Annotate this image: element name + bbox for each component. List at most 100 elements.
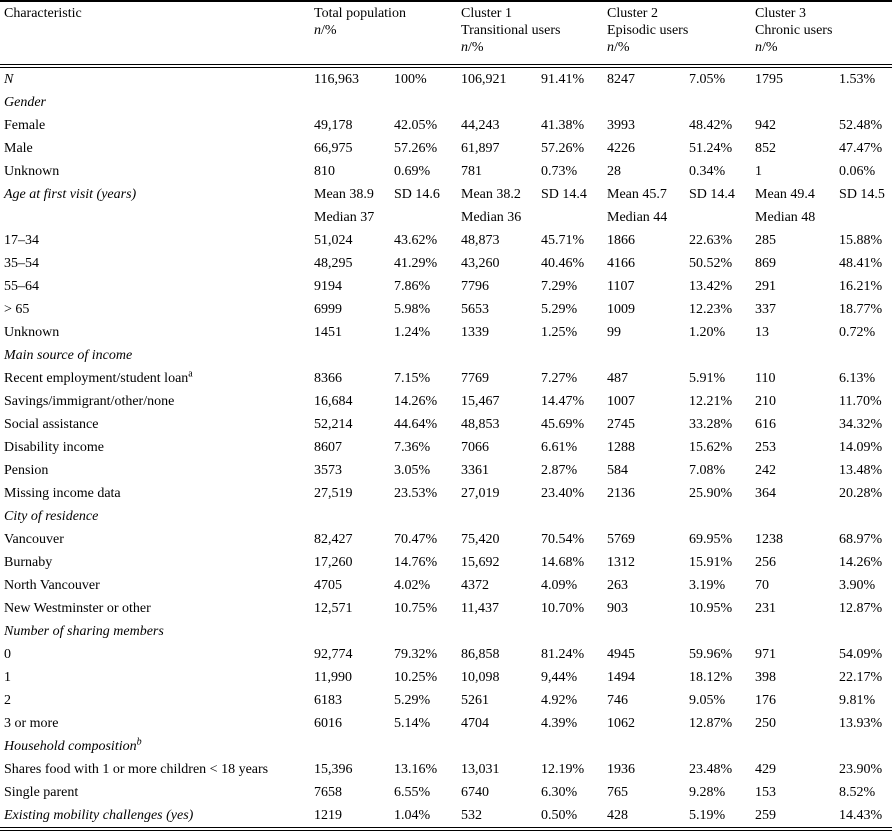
table-cell: 1.20% <box>689 325 726 340</box>
table-cell: 27,519 <box>314 486 353 501</box>
header-row: Characteristic Total population n/% Clus… <box>0 0 892 68</box>
row-label: North Vancouver <box>0 574 314 597</box>
row-label-text: Unknown <box>4 325 60 340</box>
table-row: Median 37 Median 36 Median 44 Median 48 <box>0 206 892 229</box>
table-cell: 41.38% <box>541 118 585 133</box>
table-cell: 17,260 <box>314 555 353 570</box>
row-label-text: Vancouver <box>4 532 64 547</box>
table-cell: SD 14.4 <box>689 187 735 202</box>
row-label-text: Female <box>4 118 46 133</box>
table-cell: 11,437 <box>461 601 499 616</box>
table-cell: 70.54% <box>541 532 585 547</box>
column-header-cluster2: Cluster 2 Episodic users n/% <box>607 0 756 68</box>
table-cell: 75,420 <box>461 532 500 547</box>
table-cell: 942 <box>755 118 777 133</box>
row-label-text: Age at first visit (years) <box>4 187 137 202</box>
table-cell: 23.48% <box>689 762 733 777</box>
group-subtitle: Transitional users <box>461 23 561 38</box>
table-cell: 0.72% <box>839 325 876 340</box>
row-label: > 65 <box>0 298 314 321</box>
table-cell: 1.04% <box>394 808 431 823</box>
table-cell <box>607 735 689 758</box>
table-cell: 86,858 <box>461 647 500 662</box>
table-cell: 781 <box>461 164 483 179</box>
table-cell: 153 <box>755 785 777 800</box>
table-row: N 116,963 100% 106,921 91.41% 8247 7.05%… <box>0 66 892 91</box>
table-cell <box>314 620 394 643</box>
table-row: 55–64 9194 7.86% 7796 7.29% 1107 13.42% … <box>0 275 892 298</box>
row-label-text: New Westminster or other <box>4 601 151 616</box>
table-cell: 12.87% <box>839 601 883 616</box>
group-title: Cluster 1 <box>461 6 512 21</box>
row-label <box>0 206 314 229</box>
table-cell: Mean 38.2 <box>461 187 521 202</box>
table-cell: 971 <box>755 647 777 662</box>
table-row: Unknown 1451 1.24% 1339 1.25% 99 1.20% 1… <box>0 321 892 344</box>
table-cell: 13.42% <box>689 279 733 294</box>
table-cell: 48,873 <box>461 233 500 248</box>
table-cell: 5261 <box>461 693 490 708</box>
table-cell <box>541 620 607 643</box>
table-cell: Mean 38.9 <box>314 187 374 202</box>
table-cell: 1.25% <box>541 325 578 340</box>
table-row: Main source of income <box>0 344 892 367</box>
table-cell: 110 <box>755 371 776 386</box>
table-cell: 1238 <box>755 532 784 547</box>
row-label-text: Main source of income <box>4 348 133 363</box>
group-unit: n/% <box>314 22 461 39</box>
table-cell: 10.95% <box>689 601 733 616</box>
row-label-text: > 65 <box>4 302 30 317</box>
group-unit: n/% <box>755 39 892 56</box>
row-label: Disability income <box>0 436 314 459</box>
table-cell: 7.29% <box>541 279 578 294</box>
table-cell: 12.21% <box>689 394 733 409</box>
table-cell: 398 <box>755 670 777 685</box>
table-row: New Westminster or other 12,571 10.75% 1… <box>0 597 892 620</box>
table-cell: 1494 <box>607 670 636 685</box>
table-cell: 5.98% <box>394 302 431 317</box>
table-cell: 52,214 <box>314 417 353 432</box>
table-cell: 14.09% <box>839 440 883 455</box>
table-cell: 3.19% <box>689 578 726 593</box>
table-cell: 0.34% <box>689 164 726 179</box>
table-cell: 7.86% <box>394 279 431 294</box>
table-cell: 20.28% <box>839 486 883 501</box>
footnote-marker: a <box>188 368 193 380</box>
table-cell: 70 <box>755 578 770 593</box>
table-cell: 81.24% <box>541 647 585 662</box>
table-cell <box>755 505 839 528</box>
table-cell: 1009 <box>607 302 636 317</box>
table-cell <box>689 620 755 643</box>
row-label-text: Number of sharing members <box>4 624 164 639</box>
table-cell: 25.90% <box>689 486 733 501</box>
table-cell: 57.26% <box>541 141 585 156</box>
table-cell: 18.12% <box>689 670 733 685</box>
table-cell: 6.13% <box>839 371 876 386</box>
row-label: 55–64 <box>0 275 314 298</box>
column-header-cluster1: Cluster 1 Transitional users n/% <box>461 0 608 68</box>
table-cell: 13,031 <box>461 762 500 777</box>
row-label: 17–34 <box>0 229 314 252</box>
row-label: Existing mobility challenges (yes) <box>0 804 314 829</box>
table-cell: 9.28% <box>689 785 726 800</box>
table-cell <box>394 620 461 643</box>
table-cell <box>394 735 461 758</box>
table-row: Age at first visit (years) Mean 38.9 SD … <box>0 183 892 206</box>
table-cell: 6740 <box>461 785 490 800</box>
row-label-text: Household composition <box>4 739 137 754</box>
table-cell <box>839 620 892 643</box>
row-label-text: North Vancouver <box>4 578 100 593</box>
table-cell: 285 <box>755 233 777 248</box>
table-cell: 15,396 <box>314 762 353 777</box>
table-cell: 14.76% <box>394 555 438 570</box>
table-cell: 51,024 <box>314 233 353 248</box>
row-label: Single parent <box>0 781 314 804</box>
table-cell <box>461 735 541 758</box>
table-cell: 1866 <box>607 233 636 248</box>
table-cell: Median 37 <box>314 210 375 225</box>
table-cell: 3993 <box>607 118 636 133</box>
table-cell <box>755 620 839 643</box>
table-row: Savings/immigrant/other/none 16,684 14.2… <box>0 390 892 413</box>
row-label-text: 0 <box>4 647 11 662</box>
table-cell: 429 <box>755 762 777 777</box>
